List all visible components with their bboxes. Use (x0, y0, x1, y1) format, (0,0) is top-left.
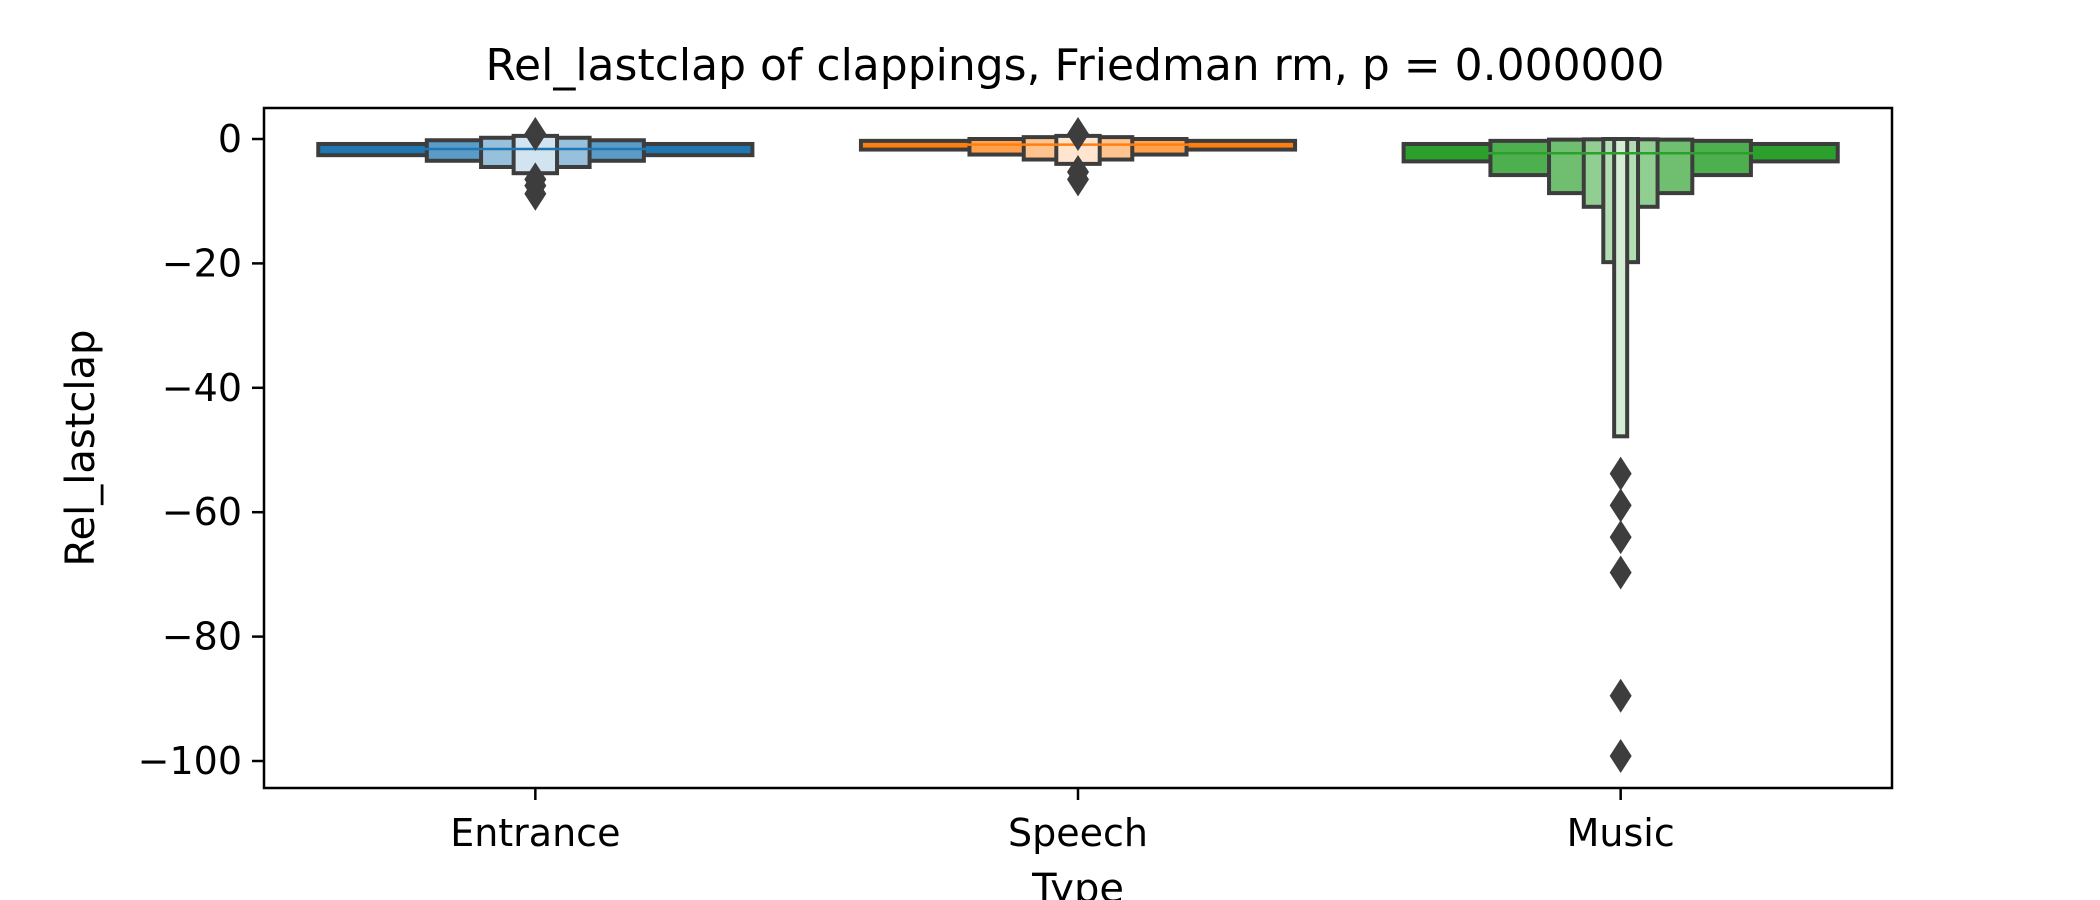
chart-title: Rel_lastclap of clappings, Friedman rm, … (485, 40, 1664, 91)
x-tick-label-music: Music (1567, 811, 1675, 855)
y-tick-label: −40 (162, 366, 242, 410)
outlier-point (1609, 678, 1632, 713)
y-tick-label: −60 (162, 490, 242, 534)
boxen-speech (858, 117, 1298, 197)
outlier-point (1609, 520, 1632, 555)
outlier-point (1067, 117, 1089, 152)
outlier-point (524, 117, 547, 152)
y-tick-label: 0 (218, 117, 242, 161)
y-tick-label: −100 (138, 739, 242, 783)
x-axis-label: Type (1031, 866, 1124, 900)
outlier-point (1609, 555, 1632, 590)
boxen-music (1401, 137, 1840, 774)
plot-frame (262, 106, 1894, 790)
outlier-point (1609, 739, 1632, 774)
x-tick-label-speech: Speech (1008, 811, 1148, 855)
outlier-point (1609, 456, 1632, 491)
outlier-point (1609, 488, 1632, 523)
y-axis-label: Rel_lastclap (58, 330, 104, 567)
outlier-point (524, 176, 547, 211)
axes: 0 −20 −40 −60 −80 −100 Entrance Speech Music (138, 117, 1675, 855)
outlier-point (1067, 162, 1089, 197)
y-tick-label: −20 (162, 241, 242, 285)
x-tick-label-entrance: Entrance (450, 811, 620, 855)
plot-area (316, 117, 1840, 774)
y-tick-label: −80 (162, 615, 242, 659)
boxen-entrance (316, 117, 755, 211)
boxen-box (1612, 137, 1630, 439)
